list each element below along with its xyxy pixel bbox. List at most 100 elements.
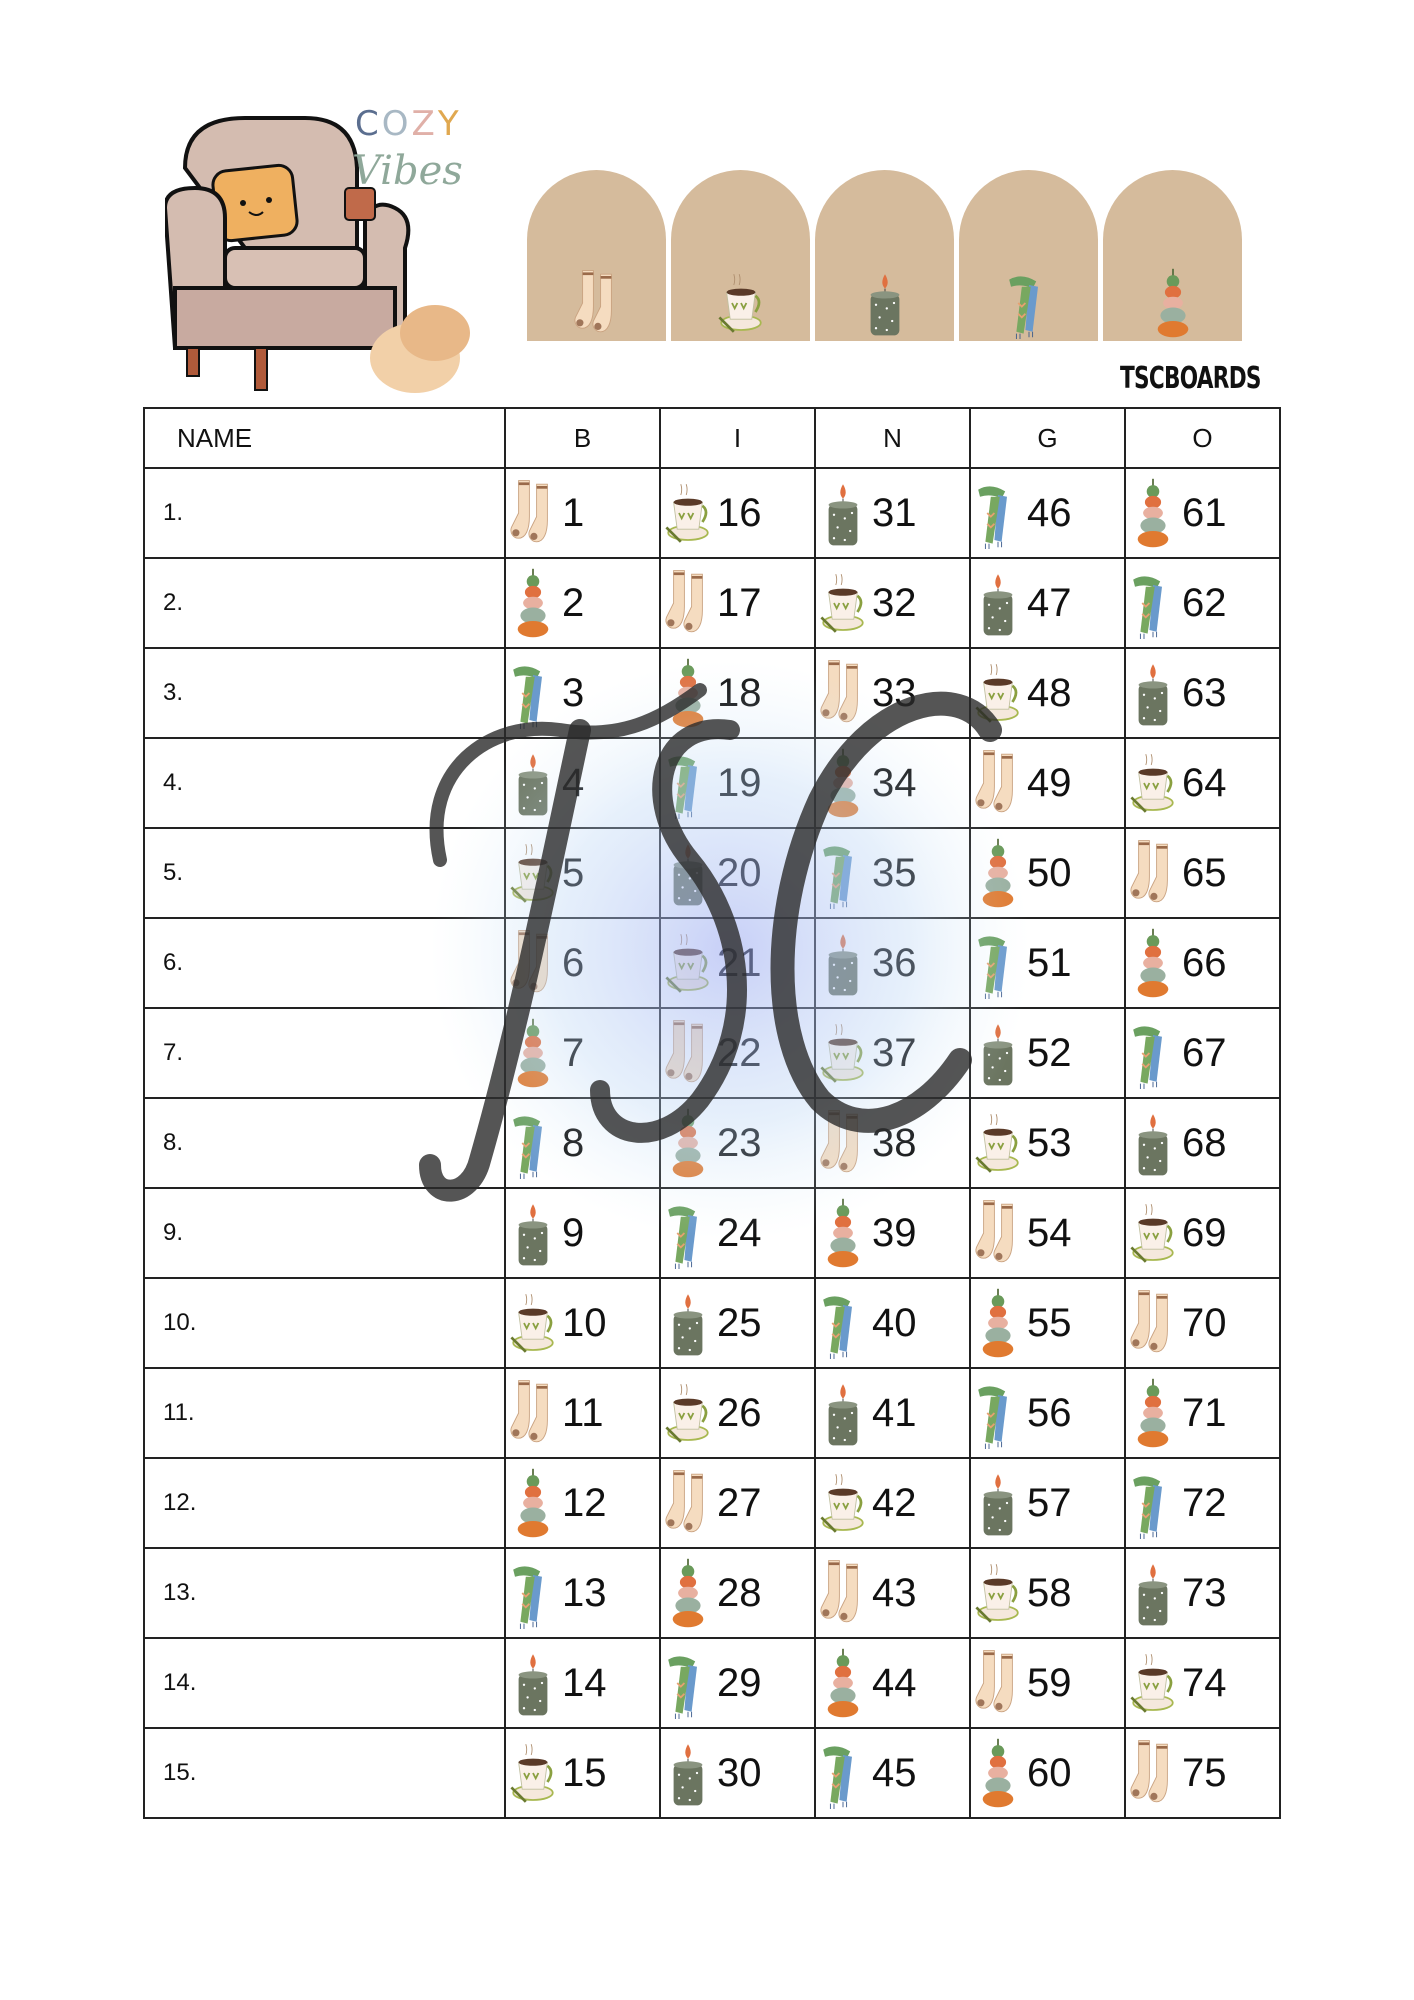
cell-i[interactable]: 28 bbox=[659, 1547, 816, 1639]
cell-g[interactable]: 48 bbox=[969, 647, 1126, 739]
cell-b[interactable]: 13 bbox=[504, 1547, 661, 1639]
cell-g[interactable]: 60 bbox=[969, 1727, 1126, 1819]
cell-n[interactable]: 41 bbox=[814, 1367, 971, 1459]
cell-b[interactable]: 6 bbox=[504, 917, 661, 1009]
cell-o[interactable]: 71 bbox=[1124, 1367, 1281, 1459]
scarf-icon bbox=[506, 1554, 560, 1632]
cell-b[interactable]: 12 bbox=[504, 1457, 661, 1549]
name-cell[interactable]: 14. bbox=[143, 1637, 506, 1729]
cell-i[interactable]: 22 bbox=[659, 1007, 816, 1099]
table-row: 13. 13 28 43 58 73 bbox=[143, 1547, 1281, 1639]
cell-content: 8 bbox=[506, 1099, 659, 1187]
cell-n[interactable]: 35 bbox=[814, 827, 971, 919]
name-cell[interactable]: 6. bbox=[143, 917, 506, 1009]
name-cell[interactable]: 9. bbox=[143, 1187, 506, 1279]
cell-i[interactable]: 30 bbox=[659, 1727, 816, 1819]
name-cell[interactable]: 2. bbox=[143, 557, 506, 649]
cell-g[interactable]: 54 bbox=[969, 1187, 1126, 1279]
cell-n[interactable]: 43 bbox=[814, 1547, 971, 1639]
cell-o[interactable]: 61 bbox=[1124, 467, 1281, 559]
cell-o[interactable]: 66 bbox=[1124, 917, 1281, 1009]
name-cell[interactable]: 12. bbox=[143, 1457, 506, 1549]
cell-i[interactable]: 24 bbox=[659, 1187, 816, 1279]
cell-o[interactable]: 62 bbox=[1124, 557, 1281, 649]
cell-content: 37 bbox=[816, 1009, 969, 1097]
name-cell[interactable]: 8. bbox=[143, 1097, 506, 1189]
cell-n[interactable]: 40 bbox=[814, 1277, 971, 1369]
cell-g[interactable]: 59 bbox=[969, 1637, 1126, 1729]
cell-o[interactable]: 68 bbox=[1124, 1097, 1281, 1189]
cell-b[interactable]: 5 bbox=[504, 827, 661, 919]
cell-i[interactable]: 29 bbox=[659, 1637, 816, 1729]
cell-i[interactable]: 21 bbox=[659, 917, 816, 1009]
pumpkin-icon bbox=[816, 1644, 870, 1722]
cell-n[interactable]: 39 bbox=[814, 1187, 971, 1279]
cell-i[interactable]: 17 bbox=[659, 557, 816, 649]
pumpkin-icon bbox=[661, 1104, 715, 1182]
cell-b[interactable]: 1 bbox=[504, 467, 661, 559]
cell-n[interactable]: 38 bbox=[814, 1097, 971, 1189]
name-cell[interactable]: 7. bbox=[143, 1007, 506, 1099]
name-cell[interactable]: 1. bbox=[143, 467, 506, 559]
cell-n[interactable]: 31 bbox=[814, 467, 971, 559]
bingo-number: 18 bbox=[717, 670, 762, 715]
cell-b[interactable]: 11 bbox=[504, 1367, 661, 1459]
cell-b[interactable]: 3 bbox=[504, 647, 661, 739]
cell-g[interactable]: 47 bbox=[969, 557, 1126, 649]
cell-g[interactable]: 51 bbox=[969, 917, 1126, 1009]
cell-o[interactable]: 67 bbox=[1124, 1007, 1281, 1099]
cell-o[interactable]: 74 bbox=[1124, 1637, 1281, 1729]
cell-o[interactable]: 63 bbox=[1124, 647, 1281, 739]
name-cell[interactable]: 11. bbox=[143, 1367, 506, 1459]
cell-i[interactable]: 19 bbox=[659, 737, 816, 829]
cell-i[interactable]: 27 bbox=[659, 1457, 816, 1549]
name-cell[interactable]: 5. bbox=[143, 827, 506, 919]
cell-g[interactable]: 55 bbox=[969, 1277, 1126, 1369]
cell-b[interactable]: 7 bbox=[504, 1007, 661, 1099]
cell-g[interactable]: 46 bbox=[969, 467, 1126, 559]
cell-o[interactable]: 72 bbox=[1124, 1457, 1281, 1549]
cell-o[interactable]: 64 bbox=[1124, 737, 1281, 829]
cell-i[interactable]: 16 bbox=[659, 467, 816, 559]
cell-b[interactable]: 2 bbox=[504, 557, 661, 649]
cell-i[interactable]: 18 bbox=[659, 647, 816, 739]
cell-b[interactable]: 9 bbox=[504, 1187, 661, 1279]
cell-g[interactable]: 49 bbox=[969, 737, 1126, 829]
cell-b[interactable]: 15 bbox=[504, 1727, 661, 1819]
name-cell[interactable]: 3. bbox=[143, 647, 506, 739]
cell-o[interactable]: 65 bbox=[1124, 827, 1281, 919]
cell-i[interactable]: 25 bbox=[659, 1277, 816, 1369]
cell-i[interactable]: 23 bbox=[659, 1097, 816, 1189]
candle-icon bbox=[971, 564, 1025, 642]
cell-n[interactable]: 45 bbox=[814, 1727, 971, 1819]
cell-o[interactable]: 73 bbox=[1124, 1547, 1281, 1639]
cell-g[interactable]: 53 bbox=[969, 1097, 1126, 1189]
cell-b[interactable]: 4 bbox=[504, 737, 661, 829]
cell-b[interactable]: 8 bbox=[504, 1097, 661, 1189]
name-cell[interactable]: 15. bbox=[143, 1727, 506, 1819]
cell-o[interactable]: 70 bbox=[1124, 1277, 1281, 1369]
cell-b[interactable]: 14 bbox=[504, 1637, 661, 1729]
cell-n[interactable]: 44 bbox=[814, 1637, 971, 1729]
cell-n[interactable]: 37 bbox=[814, 1007, 971, 1099]
name-cell[interactable]: 10. bbox=[143, 1277, 506, 1369]
scarf-icon bbox=[1126, 1014, 1180, 1092]
cell-b[interactable]: 10 bbox=[504, 1277, 661, 1369]
cell-g[interactable]: 56 bbox=[969, 1367, 1126, 1459]
bingo-number: 9 bbox=[562, 1210, 585, 1255]
name-cell[interactable]: 13. bbox=[143, 1547, 506, 1639]
cell-o[interactable]: 75 bbox=[1124, 1727, 1281, 1819]
cell-n[interactable]: 33 bbox=[814, 647, 971, 739]
cell-i[interactable]: 20 bbox=[659, 827, 816, 919]
cell-o[interactable]: 69 bbox=[1124, 1187, 1281, 1279]
cell-n[interactable]: 42 bbox=[814, 1457, 971, 1549]
cell-g[interactable]: 57 bbox=[969, 1457, 1126, 1549]
cell-n[interactable]: 36 bbox=[814, 917, 971, 1009]
cell-g[interactable]: 52 bbox=[969, 1007, 1126, 1099]
cell-i[interactable]: 26 bbox=[659, 1367, 816, 1459]
cell-g[interactable]: 50 bbox=[969, 827, 1126, 919]
cell-n[interactable]: 34 bbox=[814, 737, 971, 829]
name-cell[interactable]: 4. bbox=[143, 737, 506, 829]
cell-g[interactable]: 58 bbox=[969, 1547, 1126, 1639]
cell-n[interactable]: 32 bbox=[814, 557, 971, 649]
